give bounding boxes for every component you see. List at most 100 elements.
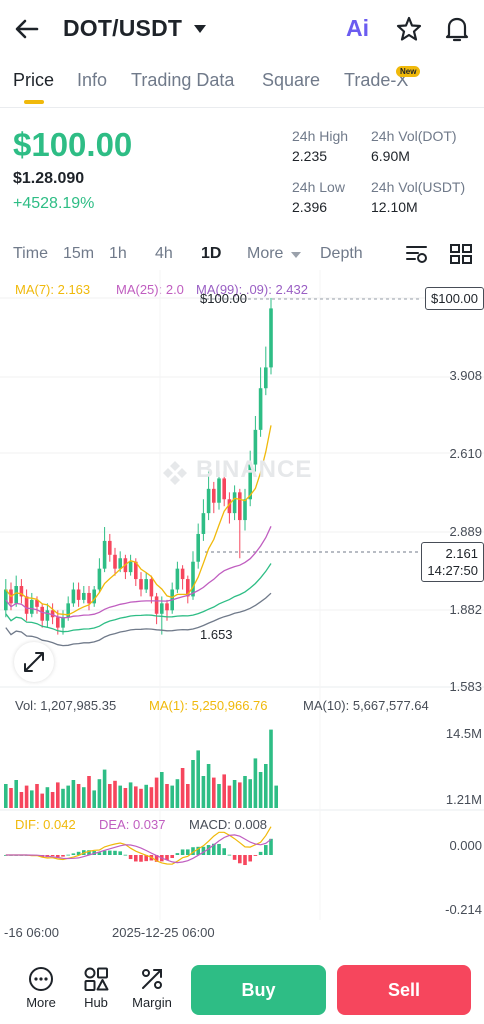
macd-histogram-bar bbox=[196, 846, 200, 855]
low-price-label: 1.653 bbox=[200, 627, 233, 642]
volume-bar bbox=[186, 784, 190, 808]
crosshair-tag: 2.161 14:27:50 bbox=[421, 542, 484, 582]
volume-bar bbox=[66, 785, 70, 808]
candle-body bbox=[191, 561, 195, 597]
tab-square[interactable]: Square bbox=[262, 70, 321, 90]
macd-histogram-bar bbox=[139, 855, 143, 862]
candle-body bbox=[108, 540, 112, 555]
ma-line bbox=[5, 425, 272, 616]
ma25-legend: MA(25): 2.0 bbox=[116, 282, 184, 297]
price-change-percent: +4528.19% bbox=[13, 195, 95, 212]
candle-body bbox=[154, 596, 159, 614]
candle-body bbox=[35, 599, 39, 607]
candlestick-chart[interactable] bbox=[0, 270, 484, 920]
candle-body bbox=[76, 589, 81, 600]
chevron-down-icon[interactable] bbox=[290, 250, 302, 260]
volume-axis-bottom: 1.21M bbox=[445, 792, 482, 807]
macd-histogram-bar bbox=[97, 852, 102, 855]
back-arrow-icon[interactable] bbox=[12, 14, 42, 44]
vol-base-value: 6.90M bbox=[371, 148, 410, 164]
watermark-text: BINANCE bbox=[196, 456, 313, 483]
candle-body bbox=[175, 568, 180, 590]
volume-bar bbox=[71, 780, 76, 808]
macd-histogram-bar bbox=[134, 855, 138, 862]
macd-histogram-bar bbox=[201, 846, 206, 855]
volume-bar bbox=[102, 769, 107, 808]
volume-bar bbox=[45, 787, 50, 808]
candle-body bbox=[92, 589, 96, 604]
volume-bar bbox=[217, 784, 221, 808]
volume-bar bbox=[165, 784, 169, 808]
peak-price-label: $100.00 bbox=[200, 291, 247, 306]
macd-histogram-bar bbox=[238, 855, 242, 864]
candle-body bbox=[61, 617, 65, 628]
chevron-down-icon[interactable] bbox=[192, 22, 208, 36]
indicator-settings-icon[interactable] bbox=[404, 242, 430, 266]
candle-body bbox=[71, 589, 76, 604]
tab-info[interactable]: Info bbox=[77, 70, 108, 90]
pair-title[interactable]: DOT/USDT bbox=[63, 15, 183, 41]
candle-body bbox=[139, 579, 143, 590]
interval-15m[interactable]: 15m bbox=[63, 245, 95, 262]
sell-button[interactable]: Sell bbox=[337, 965, 471, 1015]
candle-body bbox=[201, 513, 206, 534]
volume-ma10-legend: MA(10): 5,667,577.64 bbox=[303, 698, 429, 713]
hub-grid-icon bbox=[84, 967, 109, 991]
fullscreen-button[interactable] bbox=[14, 642, 54, 682]
volume-bar bbox=[118, 785, 122, 808]
candle-body bbox=[30, 599, 34, 614]
macd-histogram-bar bbox=[56, 855, 60, 858]
candle-body bbox=[40, 606, 44, 621]
more-button[interactable]: More bbox=[16, 965, 66, 1010]
interval-1h[interactable]: 1h bbox=[109, 245, 127, 262]
volume-bar bbox=[108, 784, 112, 808]
volume-bar bbox=[175, 779, 180, 808]
hub-button[interactable]: Hub bbox=[71, 965, 121, 1010]
binance-logo-icon bbox=[163, 461, 187, 485]
moving-averages bbox=[5, 425, 272, 647]
interval-4h[interactable]: 4h bbox=[155, 245, 173, 262]
volume-bar bbox=[212, 777, 216, 808]
macd-histogram-bar bbox=[248, 855, 252, 862]
macd-histogram-bar bbox=[123, 854, 128, 856]
macd-histogram-bar bbox=[227, 854, 232, 856]
volume-bar bbox=[196, 750, 200, 808]
buy-button[interactable]: Buy bbox=[191, 965, 326, 1015]
candle-body bbox=[97, 568, 102, 590]
volume-bar bbox=[4, 784, 8, 808]
volume-bar bbox=[76, 784, 81, 808]
tab-price[interactable]: Price bbox=[13, 70, 55, 90]
macd-histogram-bar bbox=[144, 855, 148, 862]
margin-label: Margin bbox=[132, 995, 172, 1010]
candle-body bbox=[258, 388, 263, 430]
candle-body bbox=[149, 579, 154, 597]
volume-bar bbox=[149, 787, 154, 808]
price-axis-label: 2.610 bbox=[449, 446, 482, 461]
interval-1d[interactable]: 1D bbox=[201, 245, 222, 262]
notification-bell-icon[interactable] bbox=[443, 14, 471, 44]
candle-body bbox=[144, 579, 148, 590]
volume-bar bbox=[238, 782, 242, 808]
margin-button[interactable]: Margin bbox=[127, 965, 177, 1010]
candle-body bbox=[113, 554, 117, 569]
macd-axis-bottom: -0.214 bbox=[445, 902, 482, 917]
macd-value-legend: MACD: 0.008 bbox=[189, 817, 268, 832]
tab-trade-x[interactable]: Trade-X bbox=[344, 70, 409, 90]
interval-time[interactable]: Time bbox=[13, 245, 48, 262]
tab-trading-data[interactable]: Trading Data bbox=[131, 70, 235, 90]
ai-assistant-icon[interactable]: Ai bbox=[346, 15, 369, 41]
vol-quote-label: 24h Vol(USDT) bbox=[371, 179, 466, 195]
vol-quote-value: 12.10M bbox=[371, 199, 418, 215]
candle-body bbox=[87, 592, 91, 604]
layout-grid-icon[interactable] bbox=[448, 242, 474, 266]
macd-histogram-bar bbox=[66, 854, 70, 856]
favorite-star-icon[interactable] bbox=[395, 15, 423, 43]
macd-histogram-bar bbox=[113, 850, 117, 855]
macd-histogram-bar bbox=[128, 855, 133, 860]
candle-body bbox=[243, 499, 247, 521]
interval-more[interactable]: More bbox=[247, 245, 284, 262]
macd-dif-legend: DIF: 0.042 bbox=[15, 817, 76, 832]
interval-depth[interactable]: Depth bbox=[320, 245, 363, 262]
ma-line bbox=[5, 592, 272, 647]
candle-body bbox=[14, 586, 18, 604]
